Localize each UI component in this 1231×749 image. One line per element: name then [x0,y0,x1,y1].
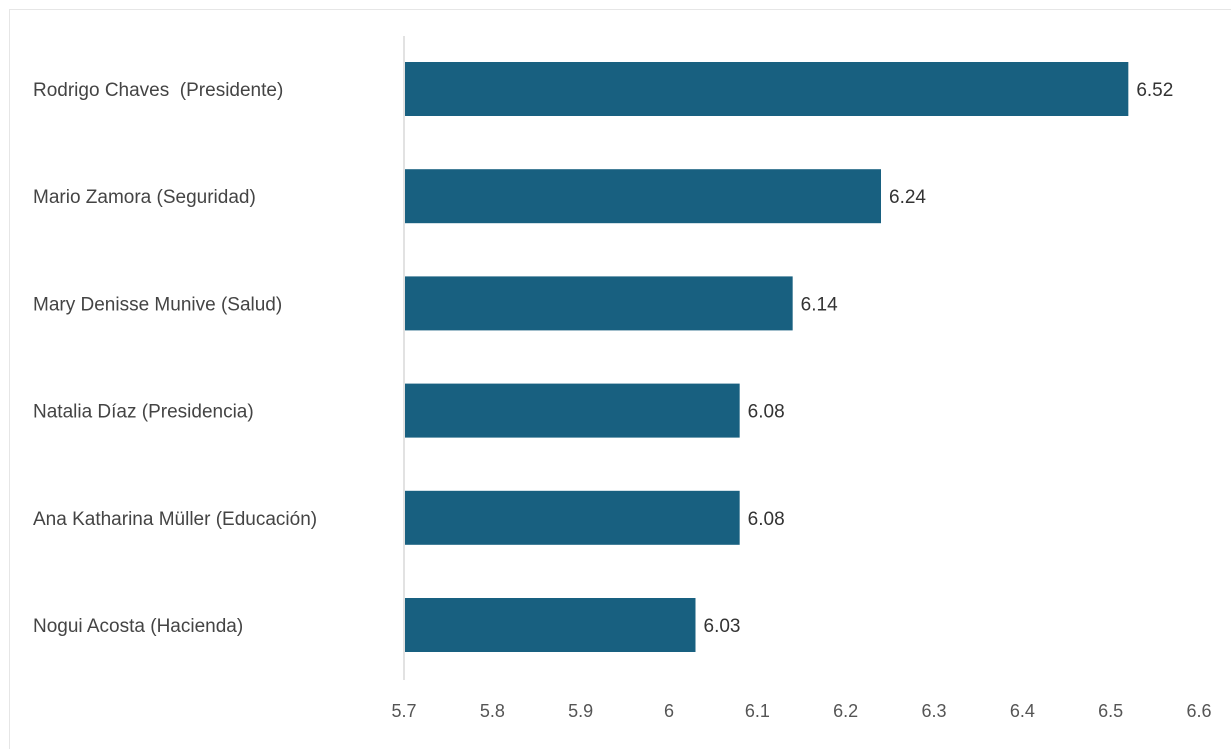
x-tick-label: 6.6 [1186,701,1211,721]
x-tick-labels-group: 5.7 5.8 5.9 6 6.1 6.2 6.3 6.4 6.5 6.6 [391,701,1211,721]
category-label: Mario Zamora (Seguridad) [33,187,256,208]
x-tick-label: 6.3 [921,701,946,721]
bars-group [405,62,1129,652]
x-tick-label: 5.9 [568,701,593,721]
x-tick-label: 6.4 [1010,701,1035,721]
x-tick-label: 6.5 [1098,701,1123,721]
bar [405,383,740,438]
bar [405,598,696,652]
bar [405,276,793,331]
value-label: 6.24 [889,187,926,208]
category-label: Rodrigo Chaves (Presidente) [33,80,283,101]
value-label: 6.08 [748,402,785,423]
bar [405,62,1129,116]
value-label: 6.52 [1136,80,1173,101]
x-tick-label: 6 [664,701,674,721]
category-label: Ana Katharina Müller (Educación) [33,509,317,530]
bar [405,490,740,545]
x-tick-label: 5.8 [480,701,505,721]
category-label: Natalia Díaz (Presidencia) [33,402,254,423]
value-label: 6.03 [704,616,741,637]
category-label: Nogui Acosta (Hacienda) [33,616,243,637]
value-labels-group: 6.52 6.24 6.14 6.08 6.08 6.03 [704,80,1174,637]
category-label: Mary Denisse Munive (Salud) [33,294,282,315]
category-labels-group: Rodrigo Chaves (Presidente) Mario Zamora … [33,80,317,637]
x-tick-label: 6.1 [745,701,770,721]
x-tick-label: 5.7 [391,701,416,721]
value-label: 6.08 [748,509,785,530]
x-tick-label: 6.2 [833,701,858,721]
value-label: 6.14 [801,294,838,315]
bar [405,169,881,224]
